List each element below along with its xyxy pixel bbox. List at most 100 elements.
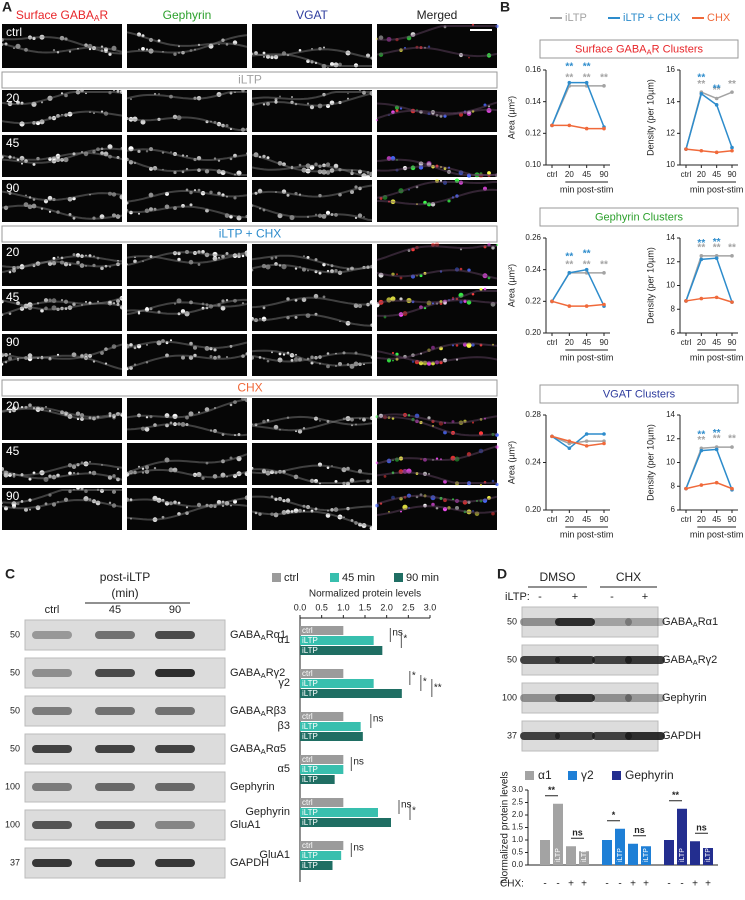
category-label: α5 [278, 763, 290, 775]
puncta [221, 504, 225, 508]
blot-band [520, 656, 560, 664]
puncta [136, 32, 142, 37]
bar [690, 841, 700, 865]
legend-swatch [525, 771, 534, 780]
puncta [193, 345, 197, 350]
puncta [455, 358, 459, 361]
puncta [366, 174, 370, 179]
puncta [111, 344, 117, 349]
puncta [303, 255, 305, 258]
puncta [398, 312, 404, 317]
puncta [221, 433, 225, 436]
text-part: GABA [230, 629, 261, 641]
puncta [279, 428, 281, 431]
condition-sign: + [568, 879, 574, 890]
dendrite [251, 48, 373, 59]
significance: ns [401, 800, 412, 811]
puncta [294, 267, 298, 270]
puncta [487, 495, 491, 500]
puncta [298, 357, 302, 362]
puncta [447, 506, 451, 510]
micrograph [377, 289, 497, 331]
puncta [244, 396, 250, 403]
puncta [213, 348, 217, 352]
x-tick-label: 45 [712, 515, 721, 524]
text-part: Surface GABA [16, 8, 94, 22]
puncta [369, 300, 375, 305]
puncta [45, 405, 47, 408]
blot-band [592, 618, 632, 626]
puncta [440, 166, 442, 169]
puncta [79, 413, 85, 418]
row-label: 20 [6, 245, 20, 259]
puncta [32, 264, 36, 268]
puncta [92, 416, 96, 421]
dendrite [376, 245, 497, 261]
data-point [584, 432, 589, 436]
puncta [107, 300, 113, 306]
puncta [443, 167, 447, 170]
puncta [342, 351, 346, 355]
data-point [602, 126, 606, 131]
legend-swatch [612, 771, 621, 780]
puncta [115, 214, 121, 219]
puncta [8, 408, 12, 412]
puncta [427, 416, 431, 420]
puncta [265, 470, 271, 476]
series-line [685, 91, 733, 150]
puncta [134, 256, 136, 259]
x-tick-label: ctrl [681, 515, 692, 524]
puncta [273, 512, 279, 518]
puncta [435, 506, 439, 510]
puncta [28, 498, 32, 502]
puncta [411, 300, 415, 304]
puncta [358, 522, 362, 527]
puncta [346, 481, 350, 486]
puncta [282, 162, 286, 167]
puncta [185, 511, 189, 515]
puncta [92, 263, 96, 267]
series-line [685, 148, 733, 154]
puncta [298, 49, 302, 52]
micrograph [127, 90, 247, 132]
puncta [36, 156, 40, 161]
puncta [286, 193, 290, 197]
blot-band [625, 732, 665, 740]
puncta [11, 407, 17, 413]
puncta [4, 506, 8, 511]
data-point [550, 434, 554, 439]
puncta [250, 316, 254, 321]
significance: ** [697, 435, 705, 446]
puncta [185, 167, 189, 171]
puncta [32, 407, 36, 410]
puncta [442, 180, 448, 185]
puncta [220, 472, 226, 478]
puncta [108, 52, 112, 56]
puncta [406, 493, 412, 498]
puncta [463, 419, 467, 423]
section-box [539, 207, 739, 227]
puncta [229, 403, 233, 407]
bar [602, 840, 612, 865]
puncta [306, 357, 310, 360]
puncta [221, 254, 225, 259]
puncta [244, 471, 250, 477]
dendrite [376, 46, 498, 58]
puncta [349, 363, 355, 369]
puncta [41, 355, 43, 358]
puncta [193, 189, 197, 192]
puncta [39, 34, 45, 40]
puncta [418, 360, 424, 366]
puncta [257, 188, 263, 194]
text-part: A [693, 620, 699, 629]
protein-label: Gephyrin [662, 692, 707, 704]
puncta [435, 360, 439, 365]
puncta [7, 101, 13, 107]
blot-band [32, 821, 72, 829]
puncta [68, 213, 72, 217]
puncta [129, 498, 133, 502]
puncta [0, 353, 4, 358]
x-tick-label: 3.0 [424, 602, 437, 612]
puncta [20, 405, 24, 409]
puncta [410, 274, 416, 279]
